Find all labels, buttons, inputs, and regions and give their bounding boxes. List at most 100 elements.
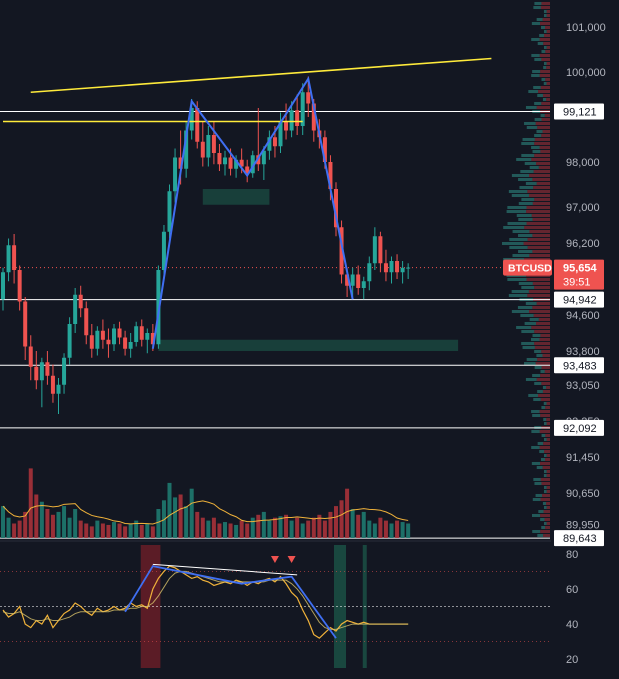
volume-bar — [173, 497, 178, 538]
profile-bar-down — [528, 290, 550, 293]
profile-bar-down — [546, 66, 550, 69]
profile-bar-up — [544, 490, 547, 493]
profile-bar-up — [544, 438, 547, 441]
candle-body — [378, 236, 383, 264]
profile-bar-up — [544, 422, 547, 425]
volume-bar — [245, 523, 250, 538]
candle-body — [62, 357, 67, 385]
profile-bar-up — [532, 374, 541, 377]
profile-bar-up — [529, 166, 539, 169]
symbol-tag: BTCUSD — [508, 263, 552, 275]
volume-bar — [367, 520, 372, 538]
profile-bar-up — [533, 478, 541, 481]
profile-bar-down — [541, 118, 550, 121]
profile-bar-down — [529, 310, 550, 313]
volume-bar — [6, 517, 11, 538]
profile-bar-down — [538, 166, 550, 169]
profile-bar-down — [541, 366, 550, 369]
candle-body — [45, 362, 50, 376]
price-tick-label: 89,950 — [566, 519, 600, 531]
candle-body — [328, 162, 333, 189]
volume-bar — [84, 523, 89, 538]
candle-body — [295, 110, 300, 126]
candle-body — [134, 326, 139, 342]
profile-bar-down — [532, 282, 550, 285]
profile-bar-down — [546, 506, 550, 509]
profile-bar-down — [528, 194, 550, 197]
rsi-pattern-line — [124, 565, 337, 639]
profile-bar-up — [532, 514, 541, 517]
profile-bar-up — [519, 186, 534, 189]
candle-body — [289, 110, 294, 131]
profile-bar-up — [531, 74, 540, 77]
axis-bg — [551, 0, 619, 674]
candle-body — [350, 274, 355, 286]
volume-bar — [78, 520, 83, 538]
candle-body — [395, 261, 400, 273]
profile-bar-down — [542, 494, 550, 497]
volume-bar — [195, 511, 200, 538]
profile-bar-up — [543, 66, 547, 69]
level-label: 92,092 — [563, 423, 597, 435]
profile-bar-down — [532, 218, 550, 221]
rsi-tick-label: 80 — [566, 549, 578, 561]
volume-bar — [372, 523, 377, 538]
volume-bar — [261, 511, 266, 538]
volume-bar — [406, 523, 411, 538]
volume-bar — [139, 524, 144, 538]
profile-bar-up — [544, 486, 547, 489]
volume-bar — [217, 523, 222, 538]
volume-bar — [206, 520, 211, 538]
candle-body — [389, 261, 394, 273]
level-label: 94,942 — [563, 295, 597, 307]
profile-bar-up — [532, 70, 541, 73]
candle-body — [228, 157, 233, 169]
profile-bar-up — [507, 222, 527, 225]
profile-bar-down — [540, 86, 550, 89]
volume-bar — [306, 520, 311, 538]
profile-bar-down — [545, 50, 550, 53]
profile-bar-up — [532, 530, 541, 533]
profile-bar-up — [536, 130, 543, 133]
candle-body — [50, 375, 55, 394]
profile-bar-down — [536, 378, 550, 381]
price-tick-label: 100,000 — [566, 67, 606, 79]
candle-body — [67, 324, 72, 358]
profile-bar-up — [524, 322, 537, 325]
candle-body — [23, 301, 28, 347]
profile-bar-down — [534, 286, 550, 289]
profile-bar-up — [544, 62, 547, 65]
candle-body — [339, 227, 344, 275]
profile-bar-down — [540, 530, 550, 533]
volume-bar — [328, 511, 333, 538]
volume-bar — [311, 517, 316, 538]
profile-bar-down — [527, 238, 550, 241]
candle-body — [161, 231, 166, 270]
profile-bar-up — [531, 54, 540, 57]
profile-bar-up — [518, 234, 533, 237]
volume-bar — [1, 506, 5, 538]
volume-bar — [256, 514, 261, 538]
profile-bar-down — [534, 142, 550, 145]
volume-bar — [389, 523, 394, 538]
volume-bar — [117, 523, 122, 538]
profile-bar-down — [527, 294, 550, 297]
volume-bar — [267, 520, 272, 538]
profile-bar-down — [540, 150, 550, 153]
profile-bar-up — [502, 242, 524, 245]
trendlines — [3, 57, 492, 123]
candle-body — [95, 330, 100, 349]
profile-bar-down — [529, 174, 550, 177]
profile-bar-up — [544, 522, 547, 525]
profile-bar-down — [542, 94, 550, 97]
volume-bar — [123, 526, 128, 538]
volume-bar — [161, 500, 166, 538]
profile-bar-down — [536, 106, 550, 109]
profile-bar-up — [533, 86, 541, 89]
profile-bar-down — [535, 362, 550, 365]
candle-body — [272, 137, 277, 147]
profile-bar-up — [518, 250, 533, 253]
profile-bar-up — [538, 510, 544, 513]
